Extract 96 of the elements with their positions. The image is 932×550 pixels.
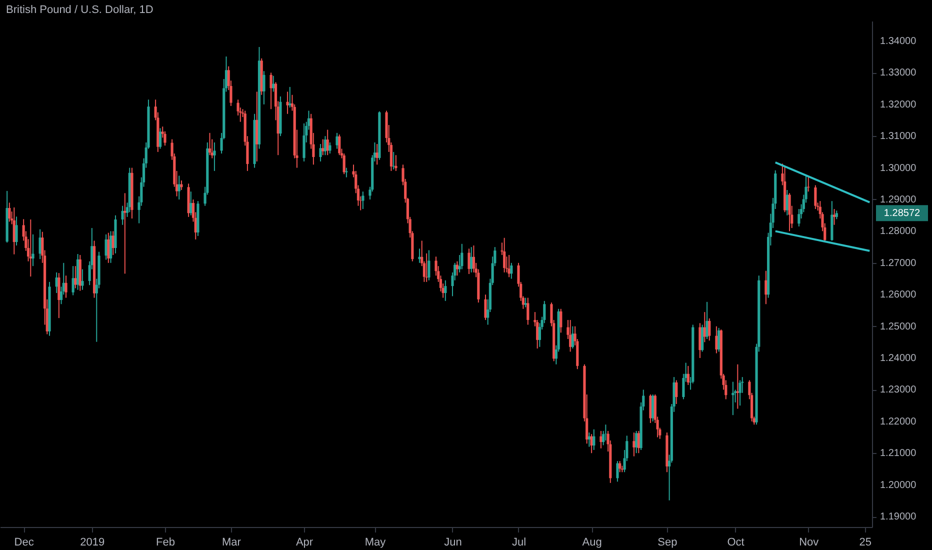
candlestick xyxy=(32,234,34,267)
x-tick-label: Apr xyxy=(296,536,314,548)
candlestick xyxy=(698,322,702,359)
candlestick xyxy=(262,70,266,105)
candlestick xyxy=(180,180,183,190)
y-tick-label: 1.27000 xyxy=(880,258,917,269)
x-tick-label: May xyxy=(364,536,386,548)
candlestick xyxy=(764,270,768,305)
x-tick-label: Feb xyxy=(156,536,175,548)
candlestick xyxy=(460,243,464,270)
candlestick xyxy=(213,142,216,172)
y-tick-label: 1.29000 xyxy=(880,194,917,206)
candlestick xyxy=(715,326,718,354)
candlestick xyxy=(738,380,742,406)
y-tick-label: 1.24000 xyxy=(880,353,917,364)
candlestick xyxy=(484,294,487,320)
y-tick-label: 1.25000 xyxy=(880,321,917,332)
y-tick-label: 1.31000 xyxy=(880,131,917,142)
candlestick xyxy=(190,191,192,216)
y-tick-label: 1.23000 xyxy=(880,384,917,396)
candlestick xyxy=(109,230,112,264)
y-tick-label: 1.20000 xyxy=(880,480,917,491)
candlestick xyxy=(503,237,506,273)
x-tick-label: Dec xyxy=(14,536,34,548)
candlestick xyxy=(732,381,734,416)
x-tick-label: Oct xyxy=(727,536,744,548)
candlestick xyxy=(788,192,791,232)
candlestick xyxy=(600,430,602,449)
x-tick-label: Sep xyxy=(658,536,678,548)
y-tick-label: 1.32000 xyxy=(880,99,917,110)
candlestick xyxy=(718,327,720,352)
candlestick xyxy=(288,86,292,108)
candlestick xyxy=(121,205,124,226)
candlestick xyxy=(592,428,596,450)
chart-title: British Pound / U.S. Dollar, 1D xyxy=(6,4,154,16)
x-tick-label: Jul xyxy=(512,536,526,548)
candlestick xyxy=(124,192,126,274)
x-tick-label: Nov xyxy=(799,536,820,548)
y-tick-label: 1.21000 xyxy=(880,448,917,460)
y-tick-label: 1.28000 xyxy=(880,226,917,238)
candlestick xyxy=(342,153,346,175)
candlestick xyxy=(468,248,470,274)
candlestick xyxy=(470,246,473,273)
candlestick xyxy=(616,460,619,482)
candlestick xyxy=(158,128,162,150)
y-tick-label: 1.34000 xyxy=(880,36,917,47)
candlestick xyxy=(74,266,77,289)
candlestick xyxy=(569,319,572,352)
candlestick xyxy=(814,184,817,210)
candlestick xyxy=(107,232,110,264)
candlestick xyxy=(58,272,60,319)
candlestick xyxy=(338,134,341,156)
candlestick xyxy=(635,430,638,454)
candlestick xyxy=(524,297,527,308)
candlestick xyxy=(632,432,636,457)
y-tick-label: 1.30000 xyxy=(880,162,917,174)
candlestick xyxy=(322,138,324,156)
candlestick xyxy=(164,130,166,146)
candlestick xyxy=(649,394,652,424)
candlestick xyxy=(302,122,306,162)
candlestick xyxy=(675,380,678,404)
x-tick-label: 2019 xyxy=(80,536,105,548)
candlestick xyxy=(319,144,322,162)
candlestick xyxy=(64,275,68,298)
candlestick xyxy=(336,132,338,150)
candlestick xyxy=(270,72,272,110)
x-tick-label: Aug xyxy=(582,536,602,548)
candlestick xyxy=(472,244,476,273)
candlestick xyxy=(590,434,593,454)
candlestick xyxy=(510,262,513,280)
candlestick xyxy=(208,132,212,156)
y-tick-label: 1.19000 xyxy=(880,512,917,523)
y-tick-label: 1.22000 xyxy=(880,416,917,428)
candlestick xyxy=(324,136,327,156)
candlestick xyxy=(362,191,364,210)
candlestick xyxy=(8,202,11,222)
candlestick xyxy=(428,250,430,281)
candlestick xyxy=(444,280,447,302)
y-tick-label: 1.33000 xyxy=(880,68,917,79)
candlestick xyxy=(706,301,708,340)
candlestick xyxy=(832,208,836,226)
x-tick-label: Mar xyxy=(222,536,242,548)
text: 1.28572 xyxy=(884,208,921,220)
x-tick-label: Jun xyxy=(444,536,462,548)
candlestick xyxy=(526,297,530,326)
candlestick xyxy=(798,208,800,227)
candlestick xyxy=(560,308,562,334)
candlestick xyxy=(652,394,654,422)
candlestick xyxy=(81,268,84,290)
candlestick xyxy=(701,324,704,352)
x-tick-label: 25 xyxy=(859,536,872,548)
y-tick-label: 1.26000 xyxy=(880,290,917,301)
candlestick xyxy=(15,216,18,246)
candlestick xyxy=(686,365,690,386)
candlestick xyxy=(286,91,289,114)
candlestick xyxy=(708,318,711,342)
